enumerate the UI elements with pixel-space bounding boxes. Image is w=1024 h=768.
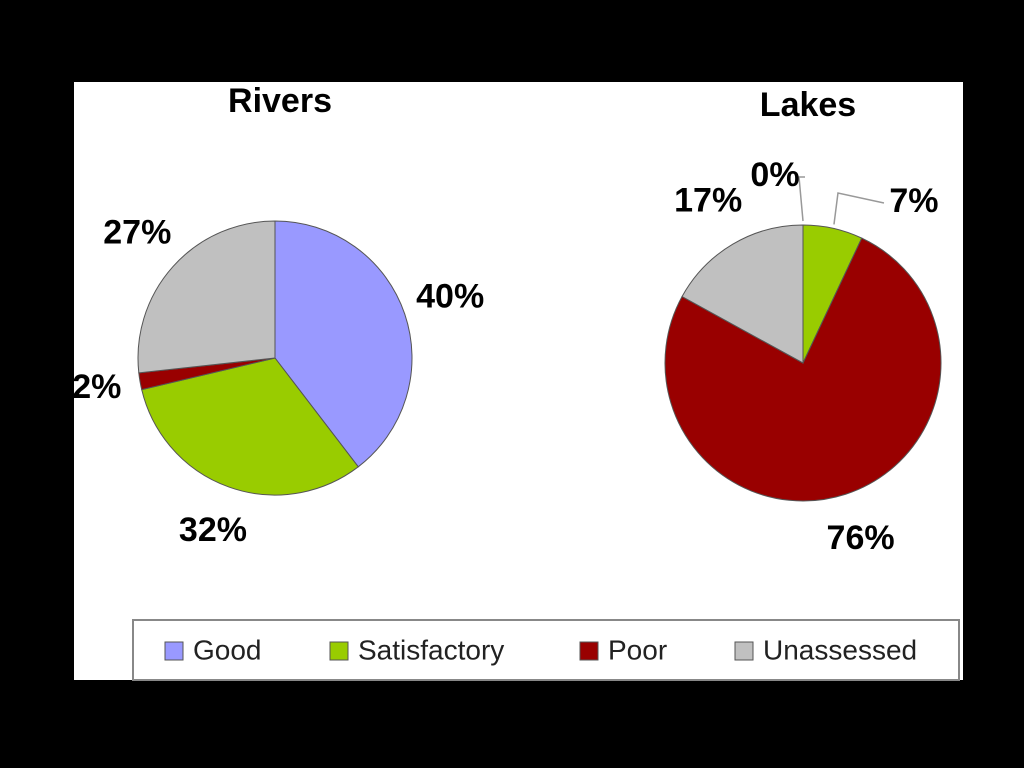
legend xyxy=(132,619,960,681)
value-label: 76% xyxy=(827,519,895,557)
legend-swatch xyxy=(329,641,349,661)
pie-slice xyxy=(681,224,804,364)
pie-slice xyxy=(141,357,359,496)
legend-label: Good xyxy=(193,634,262,665)
legend-swatch xyxy=(579,641,599,661)
value-label: 27% xyxy=(103,214,171,252)
legend-swatch xyxy=(164,641,184,661)
legend-swatch xyxy=(734,641,754,661)
legend-label: Satisfactory xyxy=(358,634,504,665)
leader-line xyxy=(798,176,805,222)
pie-slice xyxy=(137,220,276,374)
value-label: 17% xyxy=(674,182,742,220)
legend-label: Unassessed xyxy=(763,634,917,665)
value-label: 40% xyxy=(416,278,484,316)
chart-title: Lakes xyxy=(760,86,856,124)
value-label: 32% xyxy=(179,511,247,549)
value-label: 2% xyxy=(72,368,121,406)
leader-line xyxy=(833,192,885,225)
legend-label: Poor xyxy=(608,634,667,665)
chart-title: Rivers xyxy=(228,82,332,120)
value-label: 0% xyxy=(750,156,799,194)
pie-slice xyxy=(664,237,942,502)
pie-slice xyxy=(274,220,413,468)
value-label: 7% xyxy=(889,182,938,220)
